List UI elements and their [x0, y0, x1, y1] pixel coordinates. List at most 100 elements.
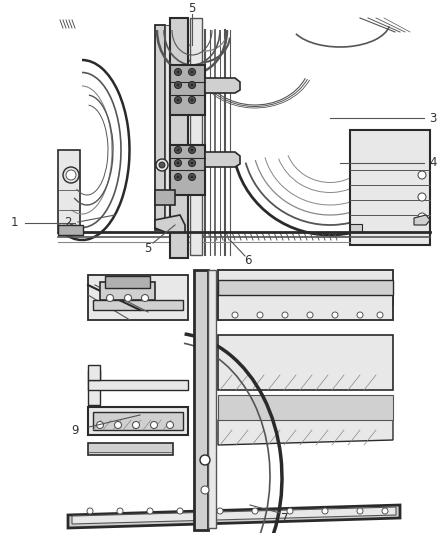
Bar [350, 130, 430, 245]
Circle shape [282, 312, 288, 318]
Bar [88, 407, 188, 435]
Bar [165, 25, 173, 225]
Circle shape [200, 455, 210, 465]
Circle shape [147, 508, 153, 514]
Bar [194, 270, 208, 530]
Bar [155, 25, 165, 230]
Circle shape [188, 96, 195, 103]
Text: 9: 9 [71, 424, 79, 437]
Circle shape [174, 69, 181, 76]
Bar [58, 225, 83, 235]
Bar [218, 395, 393, 420]
Bar [93, 412, 183, 430]
Text: 4: 4 [429, 157, 437, 169]
Bar [88, 370, 100, 405]
Circle shape [257, 312, 263, 318]
Circle shape [191, 175, 194, 179]
Polygon shape [155, 215, 185, 232]
Circle shape [418, 171, 426, 179]
Circle shape [188, 174, 195, 181]
Polygon shape [414, 215, 430, 225]
Circle shape [418, 193, 426, 201]
Bar [208, 270, 216, 528]
Circle shape [177, 508, 183, 514]
Bar [88, 380, 188, 390]
Circle shape [166, 422, 173, 429]
Circle shape [124, 295, 131, 302]
Circle shape [177, 84, 180, 86]
Circle shape [174, 159, 181, 166]
Circle shape [114, 422, 121, 429]
Bar [170, 145, 205, 195]
Circle shape [174, 147, 181, 154]
Bar [88, 275, 188, 320]
Circle shape [151, 422, 158, 429]
Text: 5: 5 [188, 2, 196, 14]
Polygon shape [68, 505, 400, 528]
Circle shape [191, 99, 194, 101]
Bar [350, 224, 362, 232]
Circle shape [418, 213, 426, 221]
Polygon shape [205, 78, 240, 93]
Bar [68, 270, 400, 530]
Text: 2: 2 [64, 215, 72, 229]
Circle shape [357, 508, 363, 514]
Circle shape [117, 508, 123, 514]
Bar [93, 300, 183, 310]
Circle shape [141, 295, 148, 302]
Circle shape [159, 162, 165, 168]
Circle shape [133, 422, 139, 429]
Circle shape [377, 312, 383, 318]
Bar [218, 335, 393, 390]
Polygon shape [205, 152, 240, 167]
Circle shape [191, 149, 194, 151]
Polygon shape [218, 420, 393, 445]
Bar [190, 18, 202, 255]
Circle shape [188, 159, 195, 166]
Circle shape [156, 159, 168, 171]
Circle shape [177, 70, 180, 74]
Circle shape [188, 82, 195, 88]
Bar [155, 190, 175, 205]
Text: 6: 6 [244, 254, 252, 268]
Bar [218, 280, 393, 295]
Circle shape [322, 508, 328, 514]
Circle shape [177, 149, 180, 151]
Bar [58, 18, 430, 258]
Bar [218, 270, 393, 320]
Circle shape [177, 161, 180, 165]
Circle shape [174, 82, 181, 88]
Circle shape [201, 486, 209, 494]
Bar [58, 150, 80, 230]
Polygon shape [72, 507, 396, 524]
Bar [88, 443, 173, 455]
Circle shape [357, 312, 363, 318]
Circle shape [252, 508, 258, 514]
Circle shape [382, 508, 388, 514]
Circle shape [106, 295, 113, 302]
Bar [170, 18, 188, 258]
Circle shape [332, 312, 338, 318]
Circle shape [87, 508, 93, 514]
Text: 3: 3 [429, 111, 437, 125]
Circle shape [174, 174, 181, 181]
Polygon shape [218, 285, 393, 320]
Text: 1: 1 [10, 216, 18, 230]
Circle shape [191, 70, 194, 74]
Text: 7: 7 [281, 512, 289, 524]
Circle shape [66, 170, 76, 180]
Circle shape [188, 147, 195, 154]
Circle shape [177, 175, 180, 179]
Bar [88, 365, 100, 380]
Circle shape [232, 312, 238, 318]
Circle shape [96, 422, 103, 429]
Bar [105, 276, 150, 288]
Bar [170, 65, 205, 115]
Circle shape [191, 84, 194, 86]
Circle shape [307, 312, 313, 318]
Circle shape [188, 69, 195, 76]
Bar [100, 282, 155, 300]
Text: 5: 5 [144, 241, 152, 254]
Circle shape [191, 161, 194, 165]
Circle shape [177, 99, 180, 101]
